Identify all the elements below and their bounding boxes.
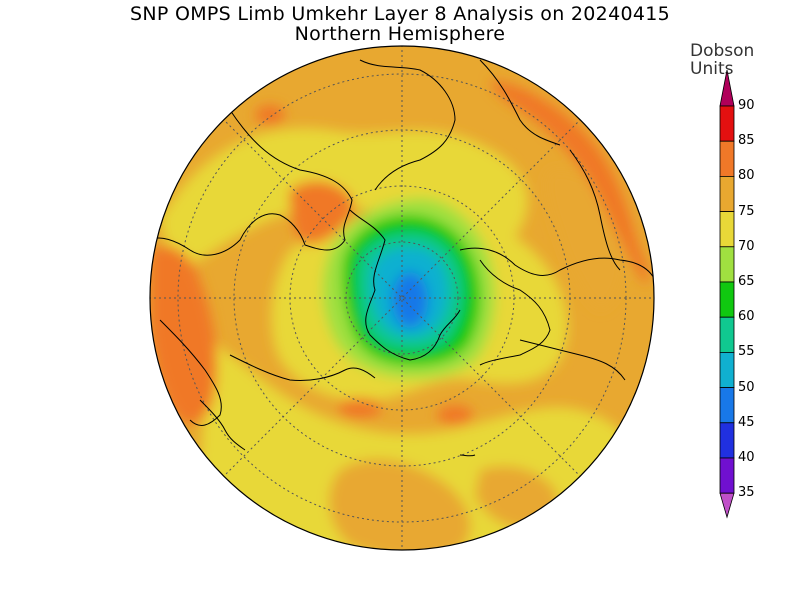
colorbar-tick-label: 75 [738, 203, 755, 219]
colorbar-box [719, 281, 735, 318]
colorbar-box [719, 316, 735, 353]
ozone-field [150, 46, 654, 550]
colorbar [719, 70, 735, 519]
colorbar-box [719, 387, 735, 424]
colorbar-tick-label: 45 [738, 414, 755, 430]
coastlines [150, 59, 654, 457]
colorbar-box [719, 246, 735, 283]
colorbar-tick-label: 40 [738, 450, 755, 465]
colorbar-tick-label: 35 [738, 485, 755, 501]
colorbar-tick-label: 50 [738, 379, 755, 395]
colorbar-box [719, 457, 735, 494]
colorbar-box [719, 211, 735, 248]
colorbar-box [719, 351, 735, 388]
colorbar-top-arrow [719, 70, 735, 107]
globe-border [149, 45, 655, 551]
colorbar-tick-label: 65 [738, 274, 755, 289]
map-subtitle: Northern Hemisphere [294, 23, 506, 45]
map-title: SNP OMPS Limb Umkehr Layer 8 Analysis on… [129, 3, 671, 25]
units-label-dobson: Dobson [690, 41, 755, 61]
colorbar-bottom-arrow [719, 492, 735, 519]
colorbar-tick-label: 60 [738, 309, 755, 325]
graticule [150, 46, 654, 550]
colorbar-box [719, 176, 735, 213]
colorbar-tick-label: 80 [738, 168, 755, 184]
colorbar-box [719, 422, 735, 459]
colorbar-tick-label: 55 [738, 344, 755, 360]
colorbar-box [719, 105, 735, 142]
units-label-units: Units [690, 59, 734, 79]
colorbar-tick-label: 70 [738, 238, 755, 254]
colorbar-box [719, 140, 735, 177]
colorbar-tick-label: 85 [738, 133, 755, 149]
colorbar-tick-label: 90 [738, 98, 755, 113]
